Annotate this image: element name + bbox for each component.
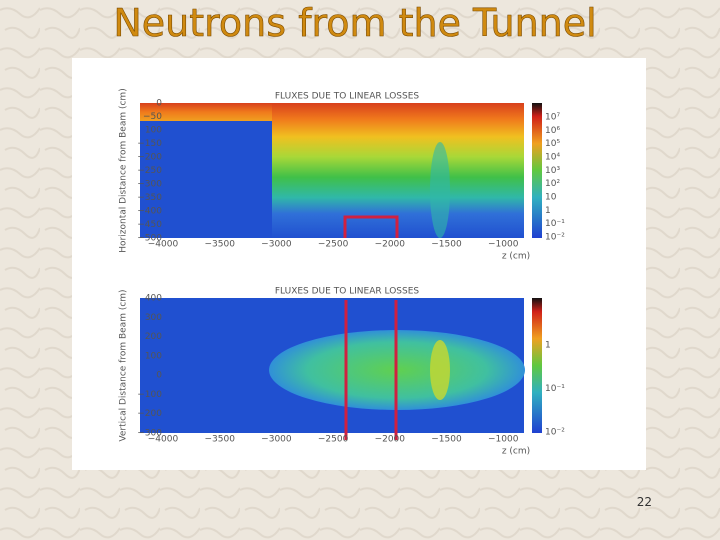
colorbar-label: 10⁴: [545, 153, 560, 163]
y-tick-label: 400: [145, 294, 162, 304]
colorbar-label: 10⁻²: [545, 233, 565, 243]
x-tick-label: −3000: [261, 240, 292, 250]
y-tick-label: 0: [156, 99, 162, 109]
colorbar-label: 10³: [545, 166, 560, 176]
x-axis-label: z (cm): [502, 252, 530, 262]
y-tick-label: −300: [137, 429, 162, 439]
x-tick-label: −3500: [204, 435, 235, 445]
colorbar-label: 1: [545, 206, 551, 216]
y-tick-label: −350: [137, 193, 162, 203]
y-tick-label: −100: [137, 390, 162, 400]
x-tick-label: −2000: [375, 240, 406, 250]
x-tick-label: −3500: [204, 240, 235, 250]
marker: [343, 215, 399, 238]
x-tick-label: −2000: [375, 435, 406, 445]
colorbar-label: 1: [545, 341, 551, 351]
y-tick-label: 0: [156, 371, 162, 381]
colorbar-label: 10⁶: [545, 126, 560, 136]
y-tick-label: 100: [145, 126, 162, 136]
colorbar-label: 10⁵: [545, 139, 560, 149]
y-tick-label: −300: [137, 180, 162, 190]
x-tick-label: −2500: [318, 435, 349, 445]
x-tick-label: −4000: [148, 435, 179, 445]
colorbar-label: 10⁷: [545, 113, 560, 123]
y-tick-label: −450: [137, 220, 162, 230]
colorbar-label: 10: [545, 193, 557, 203]
colorbar-label: 10⁻¹: [545, 219, 565, 229]
plot-title: FLUXES DUE TO LINEAR LOSSES: [275, 287, 420, 297]
plot-title: FLUXES DUE TO LINEAR LOSSES: [275, 92, 420, 102]
x-tick-label: −1500: [431, 240, 462, 250]
y-tick-label: −50: [143, 112, 162, 122]
colorbar: [532, 103, 542, 238]
x-tick-label: −1000: [488, 435, 519, 445]
y-tick-label: 200: [145, 332, 162, 342]
y-tick-label: −400: [137, 207, 162, 217]
y-tick-label: −500: [137, 234, 162, 244]
x-tick-label: −4000: [148, 240, 179, 250]
y-axis-label: Horizontal Distance from Beam (cm): [119, 88, 129, 252]
colorbar: [532, 298, 542, 433]
y-tick-label: −150: [137, 139, 162, 149]
x-tick-label: −3000: [261, 435, 292, 445]
heatmap-region: [430, 142, 450, 238]
heatmap-region: [140, 103, 272, 121]
heatmap-region: [430, 340, 450, 400]
y-axis-label: Vertical Distance from Beam (cm): [119, 289, 129, 441]
y-tick-label: −250: [137, 166, 162, 176]
x-tick-label: −1000: [488, 240, 519, 250]
y-tick-label: 100: [145, 351, 162, 361]
x-axis-label: z (cm): [502, 447, 530, 457]
colorbar-label: 10⁻¹: [545, 384, 565, 394]
x-tick-label: −1500: [431, 435, 462, 445]
colorbar-label: 10⁻²: [545, 428, 565, 438]
y-tick-label: −200: [137, 153, 162, 163]
slide-title: Neutrons from the Tunnel: [113, 1, 596, 45]
y-tick-label: −200: [137, 409, 162, 419]
page-number: 22: [637, 495, 652, 509]
y-tick-label: 300: [145, 313, 162, 323]
x-tick-label: −2500: [318, 240, 349, 250]
colorbar-label: 10²: [545, 179, 560, 189]
